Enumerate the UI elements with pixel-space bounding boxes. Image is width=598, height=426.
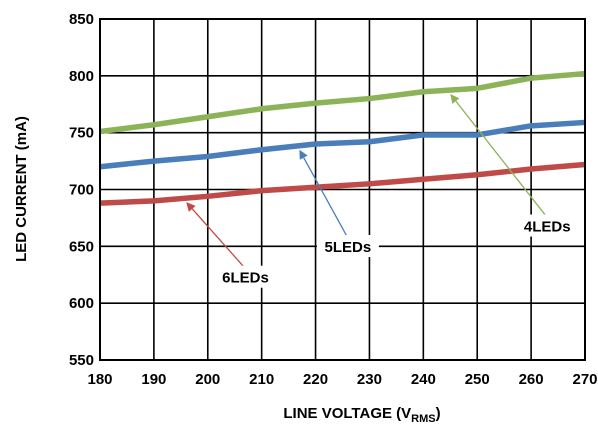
callout-label-bg xyxy=(316,235,379,258)
callout-label-bg xyxy=(516,214,579,237)
callout-label-4leds: 4LEDs xyxy=(524,219,571,236)
callout-label-bg xyxy=(214,265,277,288)
callout-arrow-head xyxy=(299,149,308,160)
y-tick-label: 750 xyxy=(69,125,94,142)
callout-arrow-line xyxy=(455,100,548,218)
callout-arrow-head xyxy=(186,202,196,212)
series-line-4leds xyxy=(99,70,586,135)
callout-arrow-line xyxy=(303,157,349,239)
y-tick-label: 650 xyxy=(69,238,94,255)
x-tick-label: 250 xyxy=(465,371,490,388)
series-lines xyxy=(99,70,586,206)
callout-label-5leds: 5LEDs xyxy=(325,239,372,256)
grid xyxy=(99,18,586,361)
callout-arrow-head xyxy=(450,94,460,104)
plot-frame xyxy=(99,18,586,361)
x-tick-label: 210 xyxy=(249,371,274,388)
x-tick-label: 200 xyxy=(195,371,220,388)
y-tick-labels: 550 600 650 700 750 800 850 xyxy=(69,11,94,369)
y-tick-label: 800 xyxy=(69,68,94,85)
series-line-6leds xyxy=(99,161,586,206)
x-tick-label: 180 xyxy=(87,371,112,388)
x-axis-title-close: ) xyxy=(436,405,441,422)
y-tick-label: 600 xyxy=(69,295,94,312)
y-tick-label: 550 xyxy=(69,352,94,369)
series-line-5leds xyxy=(99,119,586,170)
x-axis-title-main: LINE VOLTAGE (V xyxy=(283,405,411,422)
x-tick-label: 260 xyxy=(519,371,544,388)
x-tick-label: 240 xyxy=(411,371,436,388)
x-axis-title-sub: RMS xyxy=(411,413,435,425)
x-tick-label: 190 xyxy=(141,371,166,388)
x-axis-title: LINE VOLTAGE (VRMS) xyxy=(283,405,440,425)
x-tick-label: 220 xyxy=(303,371,328,388)
y-tick-label: 850 xyxy=(69,11,94,28)
x-tick-label: 270 xyxy=(572,371,597,388)
x-tick-labels: 180 190 200 210 220 230 240 250 260 270 xyxy=(87,371,597,388)
callouts: 4LEDs 5LEDs 6LEDs xyxy=(186,94,579,288)
x-tick-label: 230 xyxy=(357,371,382,388)
y-tick-label: 700 xyxy=(69,182,94,199)
y-axis-title: LED CURRENT (mA) xyxy=(13,116,30,262)
callout-arrow-line xyxy=(191,208,246,270)
callout-label-6leds: 6LEDs xyxy=(222,270,269,287)
